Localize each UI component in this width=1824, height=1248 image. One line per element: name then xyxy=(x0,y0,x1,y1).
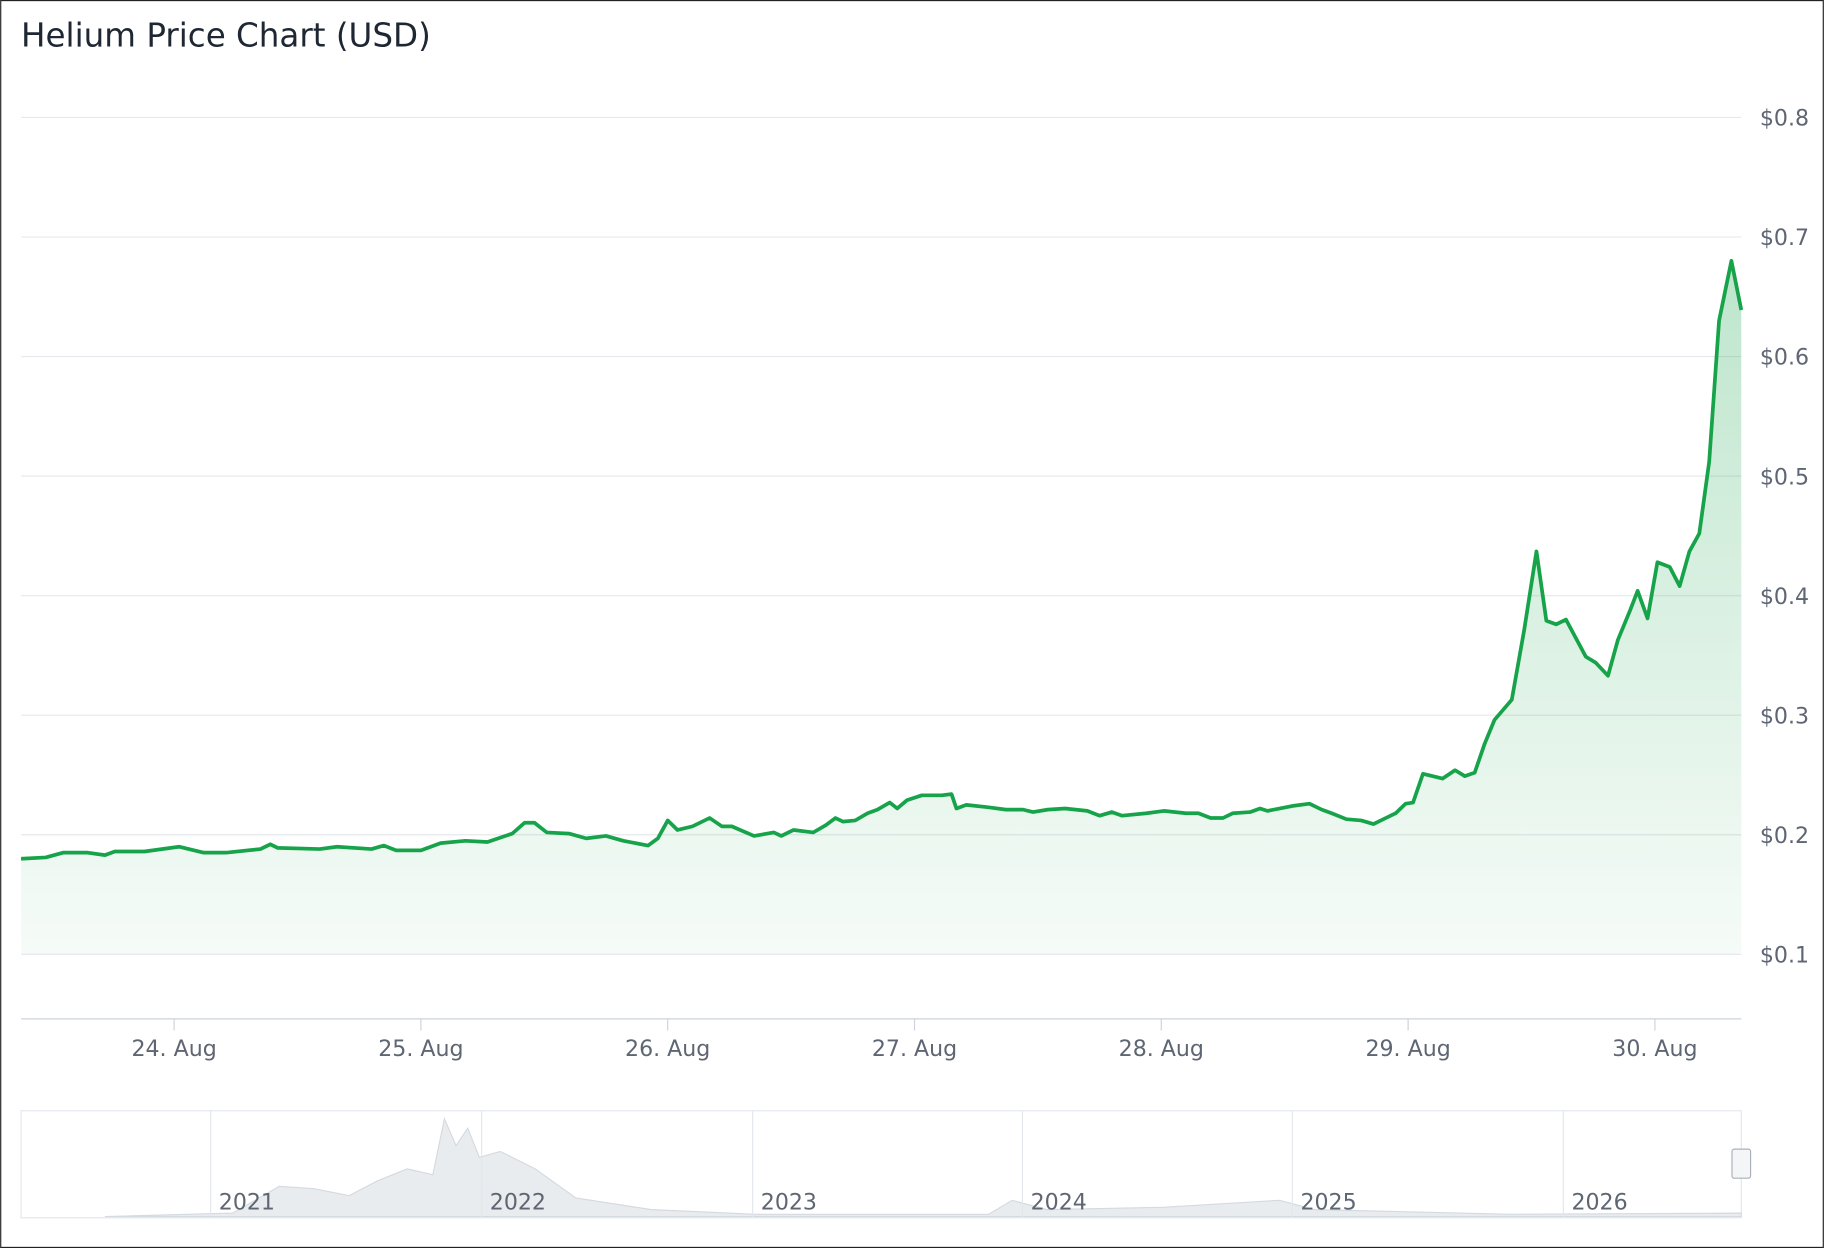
navigator-label: 2024 xyxy=(1031,1190,1087,1216)
price-area xyxy=(21,260,1742,955)
navigator-label: 2026 xyxy=(1571,1190,1627,1216)
x-tick-label: 27. Aug xyxy=(872,1036,957,1062)
y-tick-label: $0.3 xyxy=(1760,703,1809,729)
navigator: 2021 2022 2023 2024 2025 2026 xyxy=(20,1110,1752,1219)
x-tick-label: 30. Aug xyxy=(1612,1036,1697,1062)
y-tick-label: $0.8 xyxy=(1760,106,1809,132)
y-tick-label: $0.1 xyxy=(1760,942,1809,968)
y-tick-label: $0.2 xyxy=(1760,823,1809,849)
navigator-label: 2025 xyxy=(1300,1190,1356,1216)
y-tick-label: $0.6 xyxy=(1760,345,1809,371)
navigator-handle[interactable] xyxy=(1731,1148,1752,1179)
chart-title: Helium Price Chart (USD) xyxy=(21,17,431,55)
x-tick-label: 29. Aug xyxy=(1365,1036,1450,1062)
x-tick-label: 25. Aug xyxy=(378,1036,463,1062)
y-tick-label: $0.4 xyxy=(1760,584,1809,610)
x-tick-label: 24. Aug xyxy=(131,1036,216,1062)
navigator-area xyxy=(104,1116,1742,1218)
x-tick-label: 28. Aug xyxy=(1119,1036,1204,1062)
y-tick-label: $0.5 xyxy=(1760,464,1809,490)
x-tick-label: 26. Aug xyxy=(625,1036,710,1062)
price-line xyxy=(20,259,1744,861)
navigator-label: 2023 xyxy=(761,1190,817,1216)
navigator-label: 2022 xyxy=(490,1190,546,1216)
y-tick-label: $0.7 xyxy=(1760,225,1809,251)
navigator-label: 2021 xyxy=(219,1190,275,1216)
